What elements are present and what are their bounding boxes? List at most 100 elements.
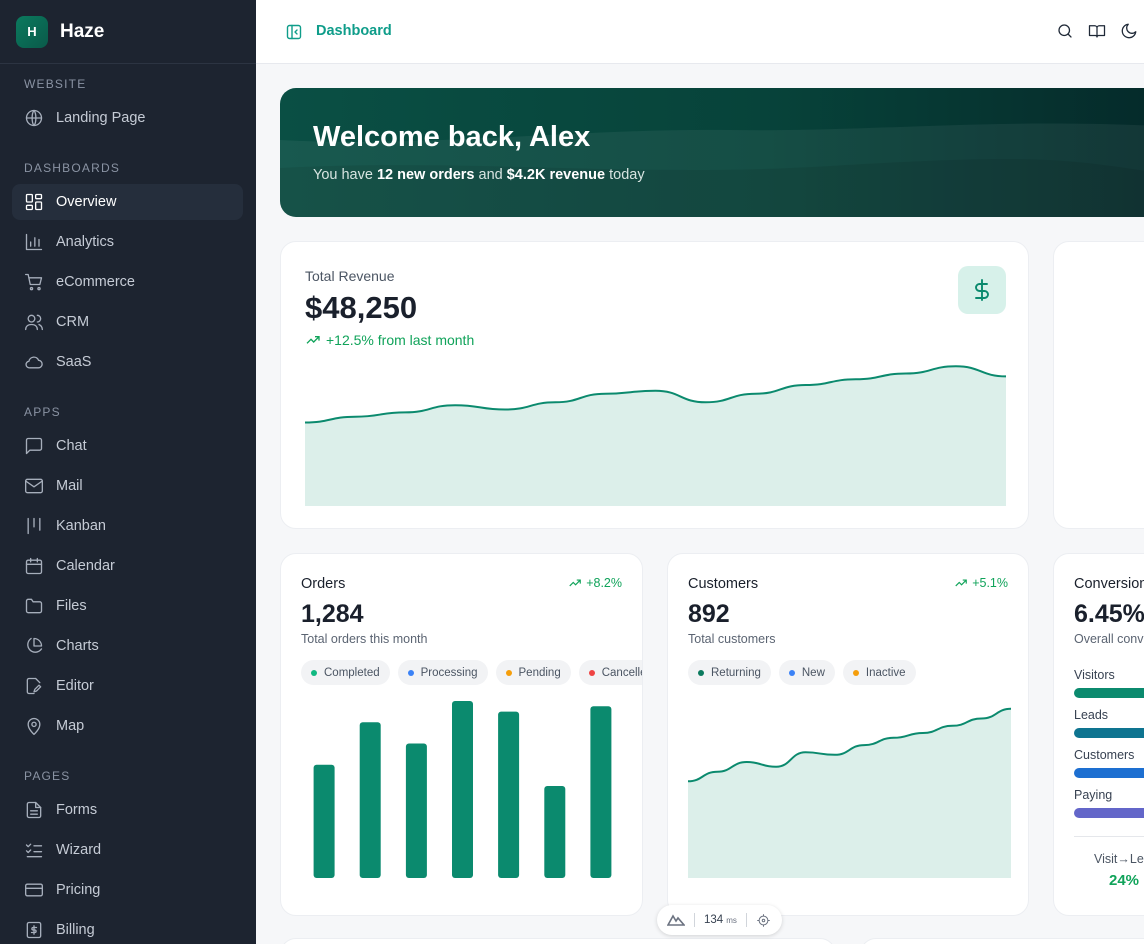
perf-separator bbox=[745, 913, 747, 927]
sidebar-item-landing-page[interactable]: Landing Page bbox=[12, 100, 243, 136]
sidebar-item-pricing[interactable]: Pricing bbox=[12, 872, 243, 908]
section-title-website: WEBSITE bbox=[24, 77, 87, 91]
funnel-label-visitors: Visitors bbox=[1074, 668, 1115, 682]
map-pin-icon bbox=[24, 716, 44, 736]
credit-card-icon bbox=[24, 880, 44, 900]
sidebar-item-analytics[interactable]: Analytics bbox=[12, 224, 243, 260]
sidebar-item-crm[interactable]: CRM bbox=[12, 304, 243, 340]
sidebar-item-mail[interactable]: Mail bbox=[12, 468, 243, 504]
chip-cancelled[interactable]: Cancelled bbox=[578, 660, 642, 685]
customers-line bbox=[688, 707, 1011, 783]
orders-bar bbox=[313, 764, 335, 878]
sidebar-item-label: Charts bbox=[56, 638, 99, 654]
chip-pending[interactable]: Pending bbox=[495, 660, 571, 685]
chip-new[interactable]: New bbox=[778, 660, 835, 685]
welcome-subtitle: You have 12 new orders and $4.2K revenue… bbox=[313, 167, 645, 183]
revenue-today: $4.2K revenue bbox=[506, 167, 606, 183]
customers-subtitle: Total customers bbox=[688, 632, 776, 646]
layout-dashboard-icon bbox=[24, 192, 44, 212]
sidebar-item-label: Kanban bbox=[56, 518, 106, 534]
sidebar-item-charts[interactable]: Charts bbox=[12, 628, 243, 664]
book-open-icon[interactable] bbox=[1088, 22, 1108, 42]
page-title: Dashboard bbox=[316, 23, 392, 39]
chip-inactive[interactable]: Inactive bbox=[842, 660, 916, 685]
revenue-line bbox=[305, 365, 1006, 424]
customers-area-chart bbox=[688, 707, 1011, 878]
sidebar-item-label: Wizard bbox=[56, 842, 102, 858]
sidebar-item-label: SaaS bbox=[56, 354, 92, 370]
sidebar-item-kanban[interactable]: Kanban bbox=[12, 508, 243, 544]
sidebar-item-label: Map bbox=[56, 718, 85, 734]
nuxt-logo-icon bbox=[667, 913, 685, 927]
funnel-bar-customers bbox=[1074, 768, 1144, 778]
receipt-icon bbox=[24, 920, 44, 940]
conversion-subtitle: Overall conv bbox=[1074, 632, 1144, 646]
sidebar-item-calendar[interactable]: Calendar bbox=[12, 548, 243, 584]
trending-up-icon bbox=[306, 336, 320, 344]
brand[interactable]: H Haze bbox=[0, 0, 256, 64]
conversion-title: Conversion bbox=[1074, 576, 1144, 592]
trending-up-icon bbox=[955, 579, 968, 587]
sidebar-item-label: CRM bbox=[56, 314, 90, 330]
funnel-bar-leads bbox=[1074, 728, 1144, 738]
customers-card: Customers +5.1% 892 Total customers Retu… bbox=[667, 553, 1029, 916]
orders-bar bbox=[405, 743, 427, 878]
sidebar-item-files[interactable]: Files bbox=[12, 588, 243, 624]
orders-bar bbox=[544, 786, 566, 878]
bottom-card-left bbox=[280, 938, 836, 944]
funnel-bar-paying bbox=[1074, 808, 1144, 818]
sidebar-item-map[interactable]: Map bbox=[12, 708, 243, 744]
sidebar-item-wizard[interactable]: Wizard bbox=[12, 832, 243, 868]
sidebar-item-label: Forms bbox=[56, 802, 98, 818]
orders-value: 1,284 bbox=[301, 600, 364, 628]
sidebar-item-forms[interactable]: Forms bbox=[12, 792, 243, 828]
trending-up-icon bbox=[569, 579, 582, 587]
orders-subtitle: Total orders this month bbox=[301, 632, 428, 646]
brand-logo: H bbox=[16, 15, 48, 48]
users-icon bbox=[24, 312, 44, 332]
orders-bar bbox=[590, 706, 612, 878]
chip-returning[interactable]: Returning bbox=[688, 660, 771, 685]
performance-indicator[interactable]: 134 ms bbox=[657, 905, 782, 935]
list-checks-icon bbox=[24, 840, 44, 860]
chip-completed[interactable]: Completed bbox=[301, 660, 390, 685]
sidebar-item-overview[interactable]: Overview bbox=[12, 184, 243, 220]
crosshair-icon[interactable] bbox=[756, 913, 771, 928]
sidebar-item-billing[interactable]: Billing bbox=[12, 912, 243, 944]
moon-icon[interactable] bbox=[1120, 22, 1140, 42]
orders-bar bbox=[359, 722, 381, 878]
sidebar-item-label: Editor bbox=[56, 678, 94, 694]
sidebar-toggle-icon[interactable] bbox=[286, 24, 302, 40]
pie-chart-icon bbox=[24, 636, 44, 656]
customers-title: Customers bbox=[688, 576, 759, 592]
sidebar-item-chat[interactable]: Chat bbox=[12, 428, 243, 464]
sidebar-item-editor[interactable]: Editor bbox=[12, 668, 243, 704]
search-icon[interactable] bbox=[1056, 22, 1076, 42]
dollar-icon bbox=[958, 266, 1006, 314]
globe-icon bbox=[24, 108, 44, 128]
perf-separator bbox=[694, 913, 695, 927]
sidebar-item-label: Analytics bbox=[56, 234, 115, 250]
sidebar-item-label: Landing Page bbox=[56, 110, 146, 126]
section-title-pages: PAGES bbox=[24, 769, 71, 783]
section-title-apps: APPS bbox=[24, 405, 61, 419]
funnel-label-paying: Paying bbox=[1074, 788, 1113, 802]
sidebar-item-label: Pricing bbox=[56, 882, 101, 898]
chip-processing[interactable]: Processing bbox=[397, 660, 488, 685]
sidebar-item-label: Files bbox=[56, 598, 87, 614]
render-time: 134 ms bbox=[704, 914, 737, 926]
sidebar-item-ecommerce[interactable]: eCommerce bbox=[12, 264, 243, 300]
revenue-card: Total Revenue $48,250 +12.5% from last m… bbox=[280, 241, 1029, 529]
new-orders-count: 12 new orders bbox=[376, 167, 475, 183]
edit-icon bbox=[24, 676, 44, 696]
revenue-value: $48,250 bbox=[305, 290, 418, 325]
sidebar-item-saas[interactable]: SaaS bbox=[12, 344, 243, 380]
sidebar-item-label: Chat bbox=[56, 438, 87, 454]
customers-area-fill bbox=[688, 708, 1011, 878]
file-text-icon bbox=[24, 800, 44, 820]
customers-change: +5.1% bbox=[954, 576, 1008, 590]
visit-to-lead-label: Visit→Lea bbox=[1094, 852, 1144, 866]
banner-wave-decoration bbox=[280, 123, 1144, 217]
orders-change: +8.2% bbox=[568, 576, 622, 590]
funnel-bar-visitors bbox=[1074, 688, 1144, 698]
